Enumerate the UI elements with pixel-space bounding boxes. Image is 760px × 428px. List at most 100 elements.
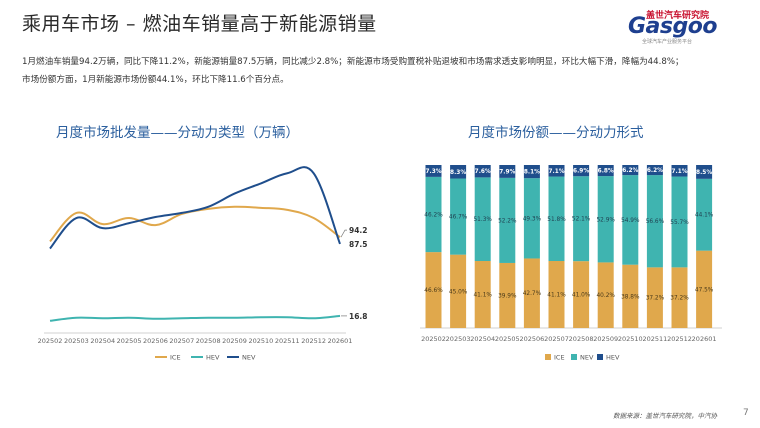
series-line-nev: [49, 166, 341, 250]
bar-label-ice: 38.8%: [621, 294, 640, 300]
bar-legend-label-ice: ICE: [554, 354, 565, 362]
bar-nev: [499, 177, 516, 263]
bar-ice: [646, 267, 663, 328]
line-x-tick-label: 202505: [117, 337, 142, 345]
bar-x-tick-label: 202507: [544, 335, 569, 343]
bar-hev: [499, 165, 516, 178]
bar-label-hev: 6.9%: [573, 169, 589, 175]
bar-label-hev: 7.3%: [425, 169, 441, 175]
bar-ice: [696, 250, 713, 328]
bar-label-ice: 41.1%: [473, 293, 492, 299]
line-x-tick-label: 202601: [328, 337, 353, 345]
page-title: 乘用车市场 – 燃油车销量高于新能源销量: [22, 13, 377, 35]
bar-label-nev: 44.1%: [695, 213, 714, 219]
page-number: 7: [743, 408, 749, 418]
bar-nev: [646, 175, 663, 268]
bar-label-hev: 8.3%: [450, 170, 466, 176]
line-x-tick-label: 202506: [143, 337, 168, 345]
bar-legend-label-nev: NEV: [580, 354, 594, 362]
bar-nev: [696, 178, 713, 251]
bar-label-nev: 52.2%: [498, 218, 517, 224]
summary-text: 1月燃油车销量94.2万辆，同比下降11.2%，新能源销量87.5万辆，同比减少…: [22, 54, 747, 89]
bar-ice: [425, 252, 442, 328]
line-x-tick-label: 202502: [38, 337, 63, 345]
bar-hev: [573, 165, 590, 177]
bar-label-hev: 8.1%: [524, 170, 540, 176]
bar-ice: [622, 264, 639, 328]
bar-chart-title: 月度市场份额——分动力形式: [468, 125, 644, 141]
line-x-tick-label: 202503: [64, 337, 89, 345]
bar-hev: [696, 165, 713, 179]
hev-end-value: 16.8: [349, 312, 368, 321]
line-x-tick-label: 202512: [301, 337, 326, 345]
bar-legend-swatch-nev: [571, 354, 577, 360]
bar-label-nev: 51.8%: [547, 217, 566, 223]
gasgoo-logo: 盖世汽车研究院 Gasgoo 全球汽车产业服务平台: [628, 8, 748, 45]
nev-end-value: 87.5: [349, 240, 368, 249]
bar-ice: [523, 258, 540, 328]
bar-ice: [499, 262, 516, 328]
bar-hev: [523, 165, 540, 179]
bar-legend-swatch-hev: [597, 354, 603, 360]
bar-label-nev: 56.6%: [646, 219, 665, 225]
line-x-tick-label: 202511: [275, 337, 300, 345]
stacked-bar-chart: 46.6% 46.2% 7.3% 202502 45.0% 46.7% 8.3% 202503…: [420, 165, 722, 362]
bar-hev: [597, 165, 614, 177]
bar-x-tick-label: 202502: [421, 335, 446, 343]
bar-label-hev: 7.9%: [499, 169, 515, 175]
bar-x-tick-label: 202508: [569, 335, 594, 343]
bar-hev: [474, 165, 491, 178]
bar-label-nev: 46.7%: [449, 215, 468, 221]
bar-x-tick-label: 202503: [446, 335, 471, 343]
bar-label-nev: 52.9%: [596, 217, 615, 223]
bar-x-tick-label: 202511: [642, 335, 667, 343]
bar-nev: [597, 176, 614, 263]
bar-nev: [548, 176, 565, 262]
bar-label-hev: 7.6%: [475, 169, 491, 175]
bar-x-tick-label: 202505: [495, 335, 520, 343]
bar-label-nev: 54.9%: [621, 218, 640, 224]
bar-nev: [425, 176, 442, 253]
bar-hev: [425, 165, 442, 177]
bar-label-hev: 6.2%: [647, 168, 663, 174]
bar-x-tick-label: 202504: [470, 335, 495, 343]
bar-nev: [573, 176, 590, 262]
bar-nev: [474, 177, 491, 262]
line-chart: 202502 202503 202504 202505 202506 202507 2025…: [38, 166, 368, 362]
legend-label-nev: NEV: [242, 354, 256, 362]
bar-label-hev: 8.5%: [696, 170, 712, 176]
line-x-tick-label: 202507: [169, 337, 194, 345]
bar-legend-label-hev: HEV: [606, 354, 620, 362]
line-x-tick-label: 202510: [248, 337, 273, 345]
bar-nev: [523, 178, 540, 259]
bar-ice: [573, 261, 590, 328]
bar-label-ice: 40.2%: [596, 293, 615, 299]
bar-label-ice: 45.0%: [449, 289, 468, 295]
legend-label-hev: HEV: [206, 354, 220, 362]
bar-label-hev: 7.1%: [671, 169, 687, 175]
bar-hev: [671, 165, 688, 177]
bar-label-ice: 39.9%: [498, 293, 517, 299]
bar-hev: [622, 165, 639, 176]
bar-label-ice: 37.2%: [646, 296, 665, 302]
bar-label-ice: 42.7%: [523, 291, 542, 297]
line-x-tick-label: 202504: [90, 337, 115, 345]
bar-label-ice: 41.0%: [572, 293, 591, 299]
bar-label-nev: 55.7%: [670, 220, 689, 226]
bar-nev: [622, 175, 639, 265]
bar-x-tick-label: 202509: [593, 335, 618, 343]
logo-brand-cn: 盖世汽车研究院: [646, 11, 710, 21]
bar-label-ice: 47.5%: [695, 287, 714, 293]
legend-label-ice: ICE: [170, 354, 181, 362]
bar-hev: [646, 165, 663, 176]
bar-label-nev: 52.1%: [572, 217, 591, 223]
bar-label-hev: 6.2%: [622, 168, 638, 174]
logo-tagline: 全球汽车产业服务平台: [642, 39, 693, 45]
series-line-hev: [49, 314, 341, 322]
ice-end-value: 94.2: [349, 226, 368, 235]
bar-label-nev: 46.2%: [424, 213, 443, 219]
summary-line-2: 市场份额方面，1月新能源市场份额44.1%，环比下降11.6个百分点。: [22, 74, 289, 85]
line-x-tick-label: 202508: [196, 337, 221, 345]
line-x-tick-label: 202509: [222, 337, 247, 345]
bar-label-nev: 51.3%: [473, 217, 492, 223]
